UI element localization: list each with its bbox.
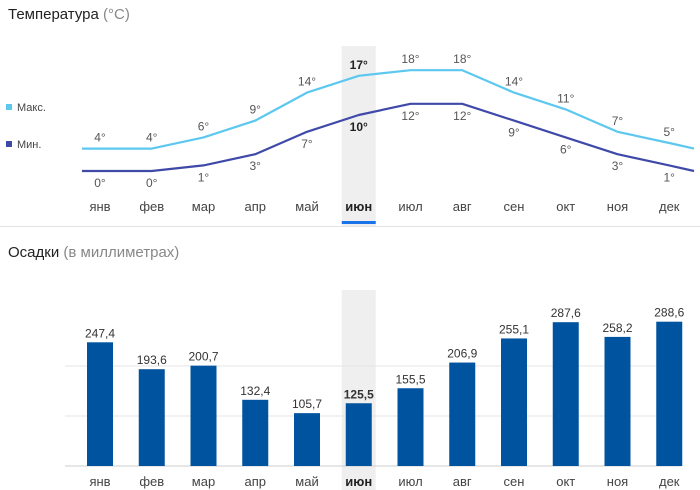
month-label: дек xyxy=(659,199,680,214)
month-label: мар xyxy=(192,199,215,214)
temperature-title-text: Температура xyxy=(8,6,99,23)
precip-bar xyxy=(449,362,476,466)
precip-bar xyxy=(656,321,683,466)
max-temp-label: 5° xyxy=(664,125,676,139)
precipitation-unit: (в миллиметрах) xyxy=(63,244,180,261)
min-temp-label: 1° xyxy=(664,170,676,184)
precip-bar xyxy=(345,403,372,466)
min-temp-label: 7° xyxy=(301,137,313,151)
month-label: июн xyxy=(345,199,372,214)
precip-value-label: 200,7 xyxy=(188,350,218,364)
precip-bar xyxy=(552,322,579,466)
precip-value-label: 258,2 xyxy=(602,321,632,335)
precip-bar xyxy=(138,369,165,466)
min-temp-label: 10° xyxy=(350,120,368,134)
month-label: апр xyxy=(245,474,267,489)
min-temp-label: 0° xyxy=(146,176,158,190)
min-temp-label: 9° xyxy=(508,126,520,140)
min-temp-label: 12° xyxy=(401,109,419,123)
precip-value-label: 288,6 xyxy=(654,306,684,320)
max-temp-label: 18° xyxy=(401,52,419,66)
precip-bar xyxy=(190,365,217,466)
precip-bar xyxy=(501,338,527,466)
precip-value-label: 132,4 xyxy=(240,384,270,398)
legend-min-label: Мин. xyxy=(17,139,42,151)
max-temp-label: 6° xyxy=(198,119,210,133)
month-label: янв xyxy=(89,199,110,214)
max-temp-label: 7° xyxy=(612,114,624,128)
precip-bar xyxy=(87,342,113,466)
precip-value-label: 206,9 xyxy=(447,347,477,361)
precip-value-label: 193,6 xyxy=(137,353,167,367)
max-temp-label: 18° xyxy=(453,52,471,66)
month-label: апр xyxy=(245,199,267,214)
month-label: окт xyxy=(556,199,575,214)
max-temp-label: 17° xyxy=(350,58,368,72)
section-divider xyxy=(0,226,700,227)
precip-value-label: 125,5 xyxy=(344,387,374,401)
max-temp-label: 4° xyxy=(146,131,158,145)
month-label: фев xyxy=(139,474,164,489)
month-label: ноя xyxy=(607,474,628,489)
temperature-unit: (°C) xyxy=(103,6,130,23)
month-label: окт xyxy=(556,474,575,489)
month-label: май xyxy=(295,199,318,214)
precip-value-label: 255,1 xyxy=(499,322,529,336)
precip-bar xyxy=(397,388,424,466)
max-temp-label: 4° xyxy=(94,131,106,145)
max-temp-label: 14° xyxy=(298,75,316,89)
legend-min: Мин. xyxy=(6,139,41,151)
legend-max-label: Макс. xyxy=(17,102,46,114)
month-label: июл xyxy=(398,474,422,489)
precipitation-title: Осадки (в миллиметрах) xyxy=(8,244,179,261)
legend-max: Макс. xyxy=(6,102,46,114)
month-label: май xyxy=(295,474,318,489)
min-temp-line xyxy=(82,102,695,173)
month-label: сен xyxy=(504,199,525,214)
legend-min-swatch xyxy=(6,141,12,147)
temperature-chart: янв фев мар апр май июн июл авг сен окт ноя дек 4° 4°… xyxy=(82,46,695,226)
precip-bar xyxy=(242,399,269,466)
month-label: мар xyxy=(192,474,215,489)
min-temp-label: 1° xyxy=(198,170,210,184)
month-label: сен xyxy=(504,474,525,489)
min-temp-label: 3° xyxy=(612,159,624,173)
precip-bar xyxy=(294,413,320,466)
month-label: авг xyxy=(453,199,472,214)
max-temp-label: 11° xyxy=(557,91,574,105)
max-temp-label: 14° xyxy=(505,75,523,89)
precip-bar xyxy=(604,336,631,466)
min-temp-label: 6° xyxy=(560,142,572,156)
highlight-underline xyxy=(341,221,376,224)
month-label: июл xyxy=(398,199,422,214)
min-temp-label: 3° xyxy=(250,159,262,173)
precip-value-label: 287,6 xyxy=(551,306,581,320)
legend-max-swatch xyxy=(6,104,12,110)
precip-value-label: 247,4 xyxy=(85,326,115,340)
month-label: фев xyxy=(139,199,164,214)
precip-value-label: 105,7 xyxy=(292,397,322,411)
month-label: дек xyxy=(659,474,680,489)
temperature-title: Температура (°C) xyxy=(8,6,130,23)
precipitation-title-text: Осадки xyxy=(8,244,60,261)
min-temp-label: 0° xyxy=(94,176,106,190)
min-temp-label: 12° xyxy=(453,109,471,123)
max-temp-label: 9° xyxy=(250,103,262,117)
month-label: янв xyxy=(89,474,110,489)
month-label: ноя xyxy=(607,199,628,214)
month-label: авг xyxy=(453,474,472,489)
precip-value-label: 155,5 xyxy=(395,372,425,386)
month-label: июн xyxy=(345,474,372,489)
max-temp-line xyxy=(82,69,695,150)
